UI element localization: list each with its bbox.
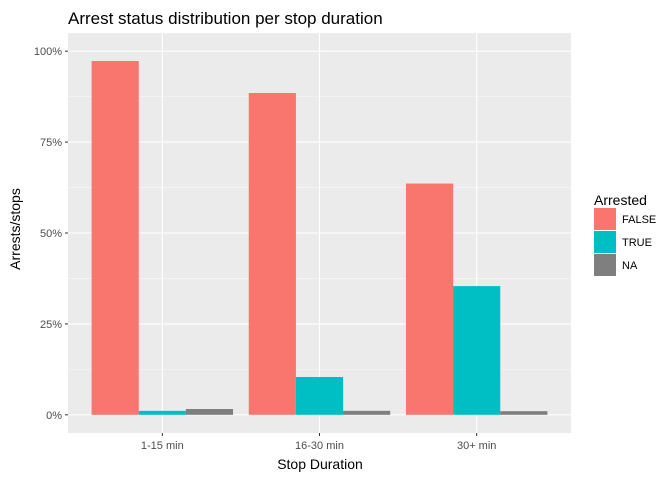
bar-true-3 — [453, 286, 501, 415]
bar-true-1 — [138, 410, 186, 415]
bar-na-3 — [500, 411, 548, 415]
legend-label: TRUE — [622, 237, 652, 249]
legend-key-true — [594, 231, 616, 253]
y-axis-title: Arrests/stops — [7, 188, 23, 270]
y-tick-label: 25% — [40, 319, 62, 331]
y-tick-label: 0% — [46, 410, 62, 422]
legend: Arrested FALSE TRUE NA — [594, 192, 656, 276]
y-tick-label: 75% — [40, 137, 62, 149]
major-gridlines — [68, 33, 571, 433]
x-axis-title: Stop Duration — [277, 456, 363, 472]
x-tick-label: 1-15 min — [141, 440, 184, 452]
legend-key-na — [594, 254, 616, 276]
x-axis: 1-15 min 16-30 min 30+ min — [141, 433, 496, 452]
bar-na-2 — [343, 410, 391, 415]
chart-title: Arrest status distribution per stop dura… — [68, 9, 383, 28]
bar-true-2 — [295, 377, 344, 415]
bar-false-3 — [405, 183, 454, 415]
y-axis: 0% 25% 50% 75% 100% — [34, 46, 68, 422]
legend-label: NA — [622, 260, 638, 272]
legend-label: FALSE — [622, 214, 656, 226]
legend-title: Arrested — [594, 192, 647, 208]
y-tick-label: 100% — [34, 46, 62, 58]
bars — [91, 61, 548, 415]
bar-na-1 — [185, 409, 234, 415]
legend-key-false — [594, 208, 616, 230]
bar-false-1 — [91, 61, 139, 415]
x-tick-label: 16-30 min — [295, 440, 344, 452]
x-tick-label: 30+ min — [457, 440, 496, 452]
bar-false-2 — [248, 93, 296, 415]
y-tick-label: 50% — [40, 228, 62, 240]
